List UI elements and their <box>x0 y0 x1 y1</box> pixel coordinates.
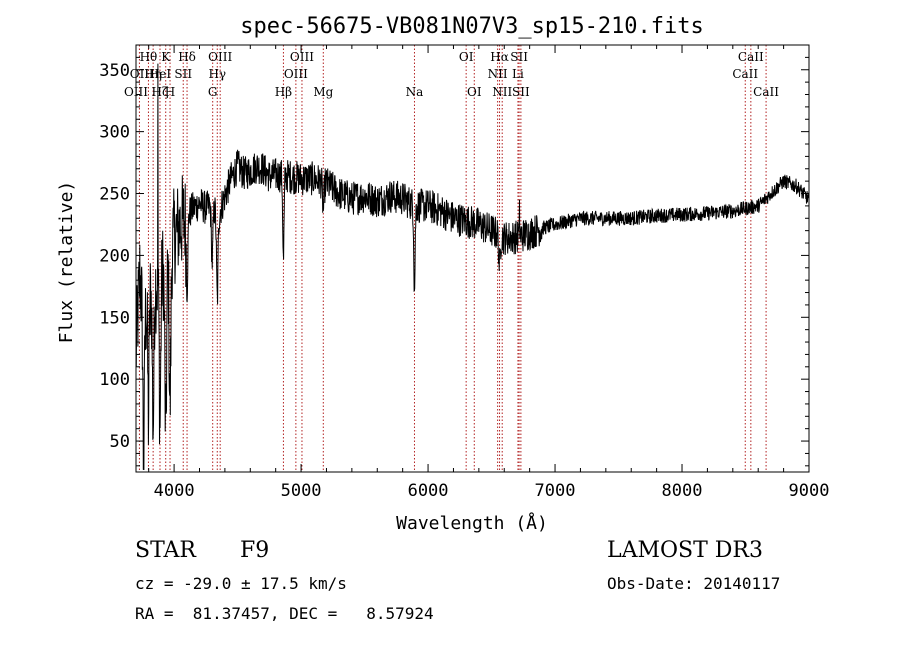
line-label: Hα <box>490 50 509 64</box>
line-label: OII <box>130 67 150 81</box>
y-tick-label: 200 <box>99 246 130 266</box>
line-label: Hζ <box>152 85 169 99</box>
line-label: Hβ <box>275 85 292 99</box>
x-tick-label: 5000 <box>281 481 322 501</box>
line-label: NII <box>492 85 512 99</box>
x-tick-label: 9000 <box>789 481 830 501</box>
x-axis: 4000 5000 6000 7000 8000 9000 <box>148 45 830 501</box>
y-tick-label: 300 <box>99 123 130 143</box>
line-label: SII <box>510 50 528 64</box>
line-label: SII <box>512 85 530 99</box>
x-axis-label: Wavelength (Å) <box>396 512 548 534</box>
line-label: OI <box>467 85 482 99</box>
object-subclass: F9 <box>240 538 270 563</box>
y-tick-label: 350 <box>99 61 130 81</box>
y-tick-label: 100 <box>99 370 130 390</box>
line-label: CaII <box>732 67 758 81</box>
line-label: OIII <box>290 50 314 64</box>
line-label: HeI <box>149 67 172 81</box>
flux-line <box>135 63 810 470</box>
line-label: NII <box>488 67 508 81</box>
line-label: Hδ <box>178 50 196 64</box>
x-tick-label: 7000 <box>535 481 576 501</box>
line-label: OIII <box>208 50 232 64</box>
coordinates: RA = 81.37457, DEC = 8.57924 <box>135 604 434 623</box>
y-tick-label: 150 <box>99 308 130 328</box>
line-label: OIII <box>284 67 308 81</box>
line-label: K <box>161 50 171 64</box>
line-label: Hγ <box>208 67 226 81</box>
line-label: Li <box>512 67 524 81</box>
plot-frame <box>135 44 810 473</box>
line-label: CaII <box>753 85 779 99</box>
line-label: CaII <box>738 50 764 64</box>
x-tick-label: 8000 <box>662 481 703 501</box>
chart-title: spec-56675-VB081N07V3_sp15-210.fits <box>240 14 704 39</box>
y-axis: 50 100 150 200 250 300 350 <box>99 56 809 467</box>
y-tick-label: 250 <box>99 185 130 205</box>
line-markers <box>135 45 767 472</box>
x-tick-label: 4000 <box>154 481 195 501</box>
line-label: Hθ <box>140 50 158 64</box>
flux-series <box>135 63 810 470</box>
observation-date: Obs-Date: 20140117 <box>607 574 781 593</box>
redshift-info: cz = -29.0 ± 17.5 km/s <box>135 574 347 593</box>
line-label: Mg <box>313 85 333 99</box>
line-label: OI <box>459 50 474 64</box>
object-class: STAR <box>135 538 196 563</box>
line-label: SII <box>174 67 192 81</box>
y-tick-label: 50 <box>110 432 130 452</box>
line-label: G <box>208 85 218 99</box>
survey-name: LAMOST DR3 <box>607 538 763 563</box>
x-tick-label: 6000 <box>408 481 449 501</box>
line-label: Na <box>406 85 424 99</box>
y-axis-label: Flux (relative) <box>56 181 77 344</box>
line-label: H <box>165 85 175 99</box>
